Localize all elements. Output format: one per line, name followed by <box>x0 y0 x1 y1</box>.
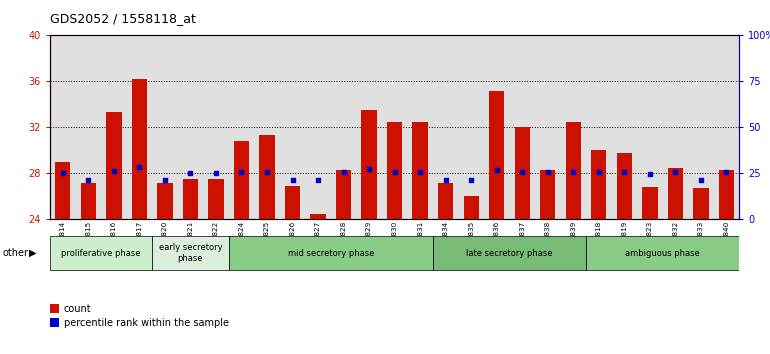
Point <box>490 167 503 173</box>
Point <box>133 164 146 170</box>
Point <box>541 169 554 175</box>
Point <box>209 171 222 176</box>
Bar <box>361 110 377 219</box>
Point <box>414 169 427 175</box>
Bar <box>718 170 734 219</box>
Point <box>363 166 375 172</box>
Bar <box>126 35 152 219</box>
Point <box>644 172 656 177</box>
Bar <box>132 79 147 219</box>
Bar <box>688 35 714 219</box>
Bar <box>617 153 632 219</box>
FancyBboxPatch shape <box>586 236 739 270</box>
FancyBboxPatch shape <box>433 236 586 270</box>
Bar <box>591 150 607 219</box>
Bar <box>209 179 223 219</box>
Bar <box>540 170 555 219</box>
Bar <box>203 35 229 219</box>
Bar <box>331 35 357 219</box>
Bar <box>693 188 708 219</box>
Point <box>669 169 681 175</box>
Text: GDS2052 / 1558118_at: GDS2052 / 1558118_at <box>50 12 196 25</box>
Bar <box>157 183 172 219</box>
Bar <box>668 168 683 219</box>
Text: count: count <box>64 304 92 314</box>
Point <box>618 169 631 175</box>
Bar <box>106 113 122 219</box>
Point <box>695 177 707 183</box>
Bar <box>182 179 198 219</box>
Bar <box>234 141 249 219</box>
Point <box>236 169 248 175</box>
Point <box>57 171 69 176</box>
Point <box>567 169 580 175</box>
Bar <box>50 35 75 219</box>
Bar <box>55 162 71 219</box>
Point <box>388 169 400 175</box>
Bar <box>357 35 382 219</box>
Point <box>337 169 350 175</box>
Text: ambiguous phase: ambiguous phase <box>625 249 700 258</box>
Point <box>261 169 273 175</box>
Bar <box>458 35 484 219</box>
Bar <box>484 35 510 219</box>
Bar <box>178 35 203 219</box>
Text: early secretory
phase: early secretory phase <box>159 244 223 263</box>
FancyBboxPatch shape <box>229 236 433 270</box>
Bar <box>714 35 739 219</box>
Bar <box>229 35 254 219</box>
Text: ▶: ▶ <box>29 248 37 258</box>
Text: percentile rank within the sample: percentile rank within the sample <box>64 318 229 328</box>
FancyBboxPatch shape <box>152 236 229 270</box>
Text: mid secretory phase: mid secretory phase <box>288 249 374 258</box>
Point <box>82 177 95 183</box>
Bar <box>254 35 280 219</box>
Bar <box>387 122 402 219</box>
Point <box>312 177 324 183</box>
Bar <box>510 35 535 219</box>
Point <box>184 171 196 176</box>
Point <box>440 177 452 183</box>
Bar <box>433 35 458 219</box>
Point <box>516 169 528 175</box>
Bar <box>413 122 428 219</box>
Text: proliferative phase: proliferative phase <box>62 249 141 258</box>
Point <box>286 177 299 183</box>
Bar <box>285 186 300 219</box>
Point <box>159 177 171 183</box>
Text: other: other <box>2 248 28 258</box>
Point <box>465 177 477 183</box>
Bar <box>566 122 581 219</box>
Bar <box>561 35 586 219</box>
Bar <box>438 183 454 219</box>
Bar <box>464 196 479 219</box>
Point <box>720 169 732 175</box>
Bar <box>382 35 407 219</box>
Bar <box>663 35 688 219</box>
Bar <box>336 170 351 219</box>
Bar <box>535 35 561 219</box>
Bar <box>407 35 433 219</box>
Text: late secretory phase: late secretory phase <box>466 249 553 258</box>
Bar <box>81 183 96 219</box>
Point <box>593 169 605 175</box>
Bar <box>305 35 331 219</box>
Bar <box>280 35 305 219</box>
Bar <box>310 214 326 219</box>
Bar <box>637 35 663 219</box>
Bar <box>586 35 611 219</box>
FancyBboxPatch shape <box>50 236 152 270</box>
Bar <box>611 35 637 219</box>
Point <box>108 168 120 173</box>
Bar <box>514 127 530 219</box>
Bar <box>642 187 658 219</box>
Bar <box>152 35 178 219</box>
Bar <box>101 35 126 219</box>
Bar <box>489 91 504 219</box>
Bar <box>259 136 275 219</box>
Bar <box>75 35 101 219</box>
